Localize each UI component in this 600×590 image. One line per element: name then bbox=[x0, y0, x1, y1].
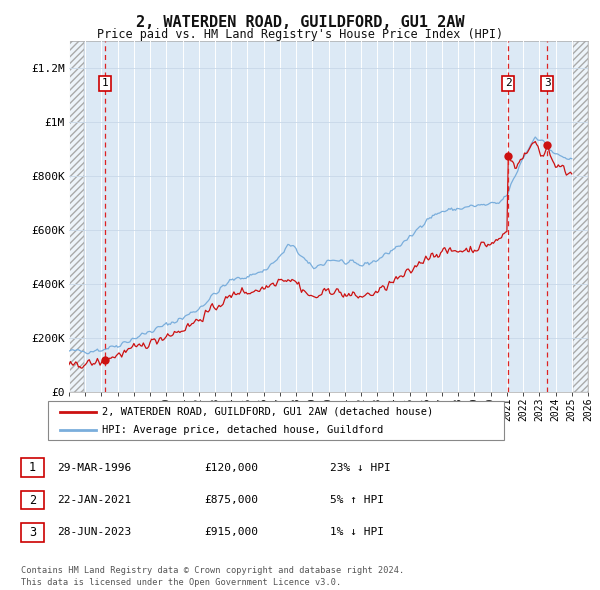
Text: 1: 1 bbox=[29, 461, 36, 474]
Text: £120,000: £120,000 bbox=[204, 463, 258, 473]
Bar bbox=[69, 41, 84, 392]
Text: £915,000: £915,000 bbox=[204, 527, 258, 537]
Text: 23% ↓ HPI: 23% ↓ HPI bbox=[330, 463, 391, 473]
Text: £875,000: £875,000 bbox=[204, 495, 258, 505]
Text: 28-JUN-2023: 28-JUN-2023 bbox=[57, 527, 131, 537]
Bar bbox=[573, 41, 588, 392]
Text: 1: 1 bbox=[102, 78, 109, 88]
Text: HPI: Average price, detached house, Guildford: HPI: Average price, detached house, Guil… bbox=[102, 425, 383, 435]
Text: Contains HM Land Registry data © Crown copyright and database right 2024.
This d: Contains HM Land Registry data © Crown c… bbox=[21, 566, 404, 587]
Text: 2, WATERDEN ROAD, GUILDFORD, GU1 2AW (detached house): 2, WATERDEN ROAD, GUILDFORD, GU1 2AW (de… bbox=[102, 407, 433, 417]
Text: 22-JAN-2021: 22-JAN-2021 bbox=[57, 495, 131, 505]
Text: 5% ↑ HPI: 5% ↑ HPI bbox=[330, 495, 384, 505]
Text: 3: 3 bbox=[29, 526, 36, 539]
Text: 2, WATERDEN ROAD, GUILDFORD, GU1 2AW: 2, WATERDEN ROAD, GUILDFORD, GU1 2AW bbox=[136, 15, 464, 30]
Bar bbox=[69, 41, 84, 392]
Bar bbox=[573, 41, 588, 392]
Text: 2: 2 bbox=[29, 493, 36, 507]
Text: 2: 2 bbox=[505, 78, 511, 88]
Text: 3: 3 bbox=[544, 78, 551, 88]
Text: Price paid vs. HM Land Registry's House Price Index (HPI): Price paid vs. HM Land Registry's House … bbox=[97, 28, 503, 41]
Text: 1% ↓ HPI: 1% ↓ HPI bbox=[330, 527, 384, 537]
Text: 29-MAR-1996: 29-MAR-1996 bbox=[57, 463, 131, 473]
